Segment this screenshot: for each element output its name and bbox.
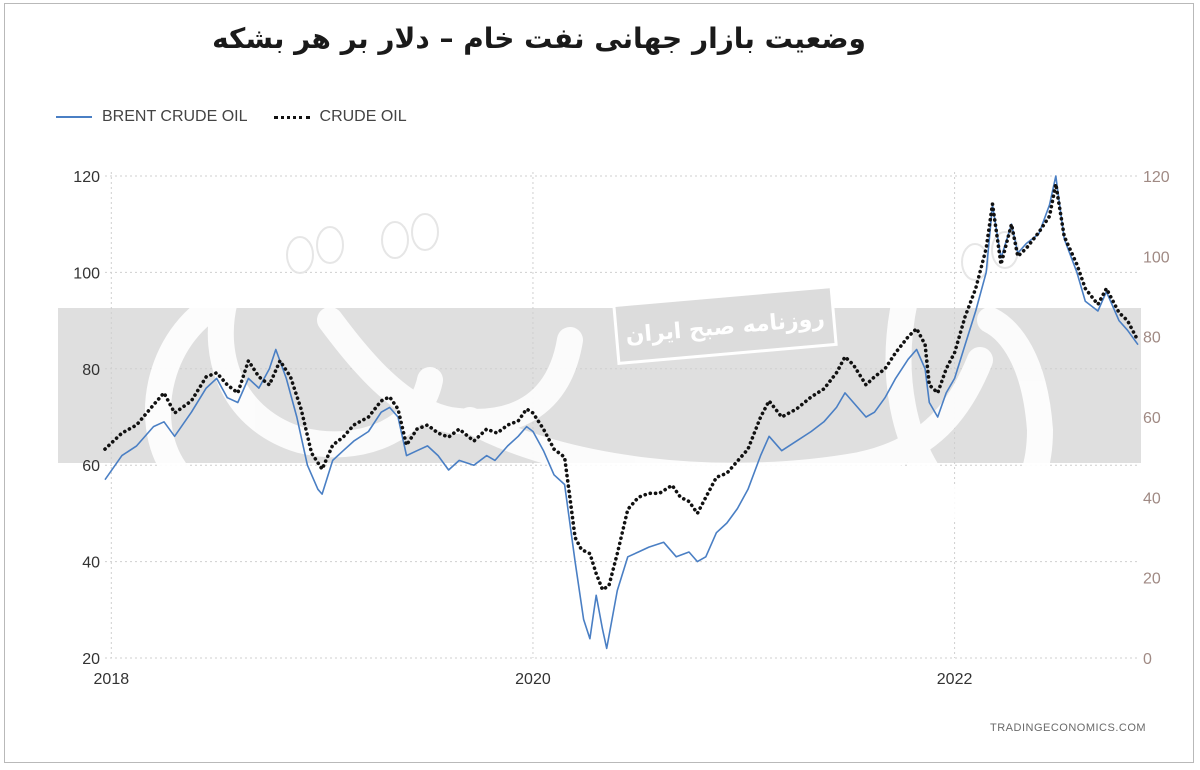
chart-title: وضعیت بازار جهانی نفت خام – دلار بر هر ب… bbox=[212, 22, 866, 55]
y-right-tick-label: 40 bbox=[1143, 490, 1161, 507]
y-right-tick-label: 100 bbox=[1143, 249, 1170, 266]
watermark-stroke bbox=[885, 287, 1053, 529]
y-left-tick-label: 20 bbox=[82, 651, 100, 668]
watermark-banner-box bbox=[612, 284, 838, 366]
legend-swatch-brent bbox=[56, 116, 92, 118]
legend-swatch-crude bbox=[273, 115, 310, 119]
y-left-tick-label: 40 bbox=[82, 555, 100, 572]
legend-item-crude[interactable]: CRUDE OIL bbox=[273, 108, 407, 126]
y-right-tick-label: 60 bbox=[1143, 410, 1161, 427]
source-credit: TRADINGECONOMICS.COM bbox=[990, 722, 1147, 734]
watermark-dot bbox=[286, 236, 314, 274]
watermark-dot bbox=[381, 221, 409, 259]
series-line-brent bbox=[104, 175, 1139, 650]
y-right-tick-label: 80 bbox=[1143, 330, 1161, 347]
watermark-dot bbox=[411, 213, 439, 251]
y-right-tick-label: 0 bbox=[1143, 651, 1152, 668]
legend-label-crude: CRUDE OIL bbox=[319, 108, 407, 125]
watermark-stroke bbox=[859, 457, 933, 559]
y-left-tick-label: 100 bbox=[73, 265, 100, 282]
legend-label-brent: BRENT CRUDE OIL bbox=[102, 108, 248, 125]
legend-item-brent[interactable]: BRENT CRUDE OIL bbox=[56, 108, 248, 126]
watermark-banner: روزنامه صبح ایران bbox=[612, 284, 838, 366]
y-left-tick-label: 60 bbox=[82, 458, 100, 475]
watermark-stroke bbox=[317, 307, 583, 435]
y-right-tick-label: 120 bbox=[1143, 169, 1170, 186]
x-tick-label: 2022 bbox=[937, 671, 973, 688]
watermark-dot bbox=[316, 226, 344, 264]
x-tick-label: 2020 bbox=[515, 671, 551, 688]
y-left-tick-label: 120 bbox=[73, 169, 100, 186]
x-tick-label: 2018 bbox=[94, 671, 130, 688]
watermark-stroke bbox=[457, 347, 993, 489]
watermark-stroke bbox=[144, 287, 443, 483]
series-line-crude bbox=[103, 182, 1140, 592]
y-left-tick-label: 80 bbox=[82, 362, 100, 379]
legend: BRENT CRUDE OIL CRUDE OIL bbox=[56, 108, 433, 126]
y-right-tick-label: 20 bbox=[1143, 571, 1161, 588]
